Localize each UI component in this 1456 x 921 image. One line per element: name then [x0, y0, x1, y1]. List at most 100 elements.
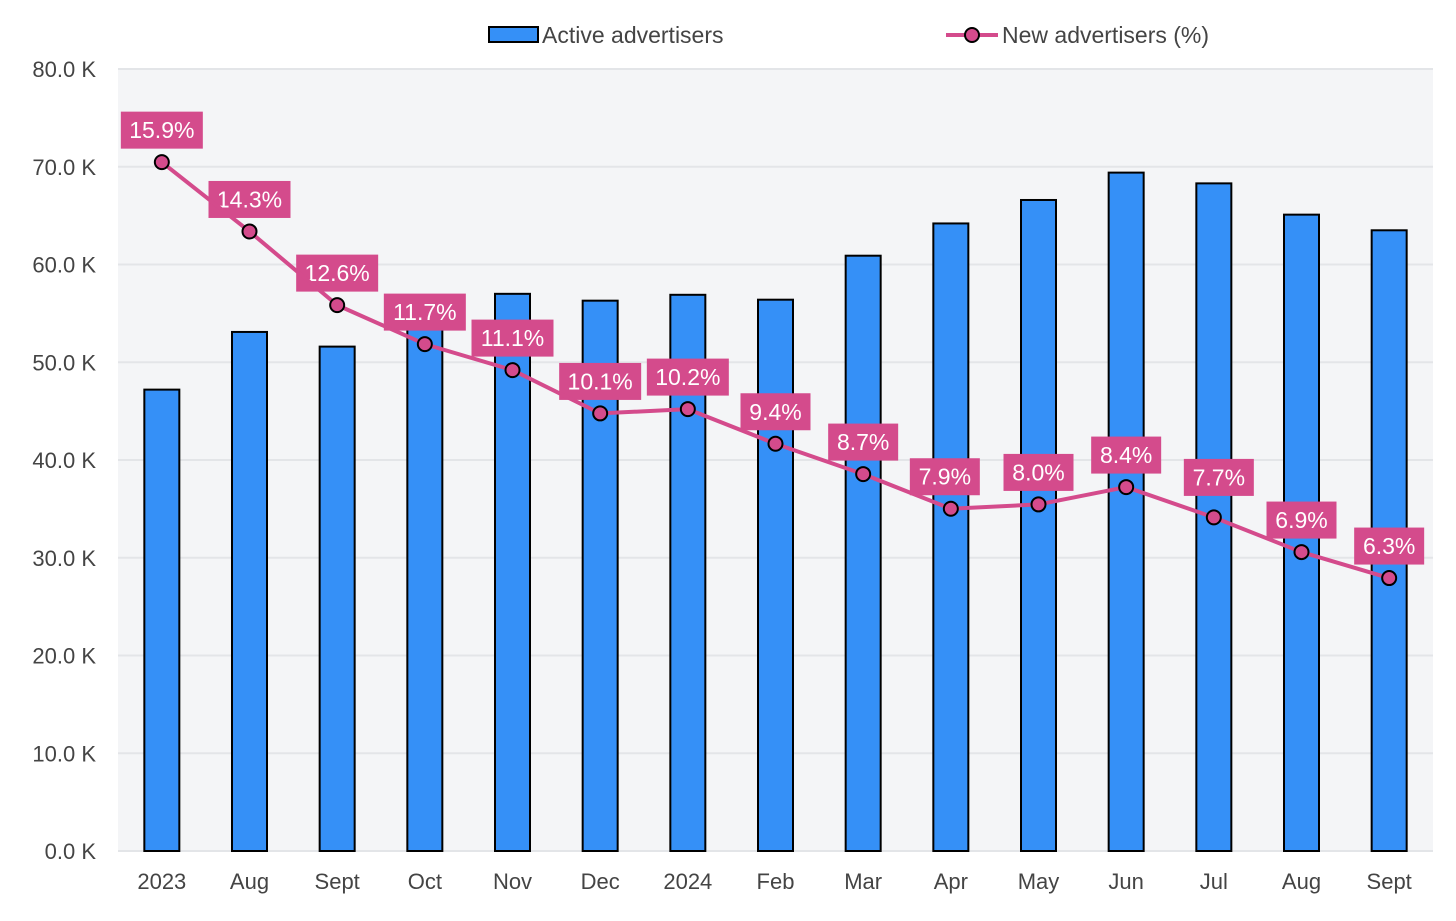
- line-point[interactable]: [329, 297, 346, 314]
- data-label-box: [740, 393, 811, 431]
- legend: Active advertisers New advertisers (%): [488, 22, 1209, 48]
- data-label-text: 11.1%: [481, 325, 545, 351]
- data-label-text: 7.7%: [1193, 464, 1245, 490]
- x-tick-label: Sept: [1367, 869, 1412, 894]
- line-point[interactable]: [1293, 544, 1310, 561]
- data-label-text: 15.9%: [129, 117, 194, 143]
- data-label: 9.4%: [740, 393, 811, 431]
- y-tick-label: 80.0 K: [32, 57, 96, 82]
- data-label: 8.0%: [1003, 453, 1074, 491]
- data-label-box: [828, 423, 899, 461]
- bar[interactable]: [1020, 198, 1057, 853]
- x-tick-label: May: [1018, 869, 1060, 894]
- data-label-text: 6.9%: [1275, 507, 1327, 533]
- legend-label-new-advertisers: New advertisers (%): [1002, 22, 1209, 48]
- x-tick-label: Nov: [493, 869, 532, 894]
- data-label-box: [909, 458, 980, 496]
- y-tick-label: 60.0 K: [32, 253, 96, 278]
- x-tick-label: Jun: [1108, 869, 1143, 894]
- data-label: 15.9%: [120, 111, 203, 149]
- data-label-text: 10.1%: [568, 368, 633, 394]
- data-labels: 15.9% 14.3% 12.6% 11.7% 11.1% 10.1% 10.2% 9.4% 8…: [120, 111, 1425, 565]
- x-tick-label: Feb: [757, 869, 795, 894]
- y-tick-label: 10.0 K: [32, 741, 96, 766]
- line-point[interactable]: [679, 401, 696, 418]
- data-label: 11.1%: [471, 319, 554, 357]
- data-label-text: 8.7%: [837, 429, 889, 455]
- line-point[interactable]: [416, 336, 433, 353]
- data-label-box: [471, 319, 554, 357]
- line-series: [153, 154, 1398, 587]
- bar[interactable]: [757, 298, 794, 852]
- y-tick-label: 20.0 K: [32, 644, 96, 669]
- bar[interactable]: [318, 345, 356, 852]
- data-label-text: 8.4%: [1100, 442, 1152, 468]
- y-tick-label: 70.0 K: [32, 155, 96, 180]
- data-label-text: 12.6%: [305, 260, 370, 286]
- data-label: 10.2%: [646, 358, 729, 396]
- data-label: 8.4%: [1091, 436, 1162, 474]
- line-point[interactable]: [1205, 509, 1222, 526]
- y-tick-label: 0.0 K: [45, 839, 97, 864]
- line-point[interactable]: [1118, 479, 1135, 496]
- x-tick-label: 2023: [137, 869, 186, 894]
- x-tick-label: Mar: [844, 869, 882, 894]
- data-label-box: [1091, 436, 1162, 474]
- data-label-box: [296, 254, 379, 292]
- x-tick-label: Oct: [408, 869, 442, 894]
- y-axis: 0.0 K 10.0 K 20.0 K 30.0 K 40.0 K 50.0 K 60.0 …: [32, 57, 96, 864]
- x-tick-label: Aug: [1282, 869, 1321, 894]
- data-label-box: [1183, 458, 1254, 496]
- legend-swatch-marker: [964, 27, 980, 43]
- line-point[interactable]: [855, 466, 872, 483]
- data-label-text: 14.3%: [217, 186, 282, 212]
- data-label: 8.7%: [828, 423, 899, 461]
- x-tick-label: Jul: [1200, 869, 1228, 894]
- data-label-box: [559, 362, 642, 400]
- data-label: 12.6%: [296, 254, 379, 292]
- legend-item-active-advertisers[interactable]: Active advertisers: [488, 22, 724, 48]
- data-label-box: [120, 111, 203, 149]
- line-point[interactable]: [592, 405, 609, 422]
- line-point[interactable]: [241, 223, 258, 240]
- data-label-text: 8.0%: [1012, 459, 1064, 485]
- data-label: 11.7%: [383, 293, 466, 331]
- x-tick-label: 2024: [663, 869, 712, 894]
- y-tick-label: 30.0 K: [32, 546, 96, 571]
- data-label: 10.1%: [559, 362, 642, 400]
- bar-series: [143, 171, 1408, 853]
- data-label-box: [1003, 453, 1074, 491]
- line-point[interactable]: [1381, 570, 1398, 587]
- line-point[interactable]: [1030, 496, 1047, 513]
- x-tick-label: Sept: [315, 869, 360, 894]
- bar[interactable]: [1107, 171, 1145, 853]
- bar[interactable]: [143, 388, 181, 852]
- data-label-box: [383, 293, 466, 331]
- data-label: 7.7%: [1183, 458, 1254, 496]
- x-tick-label: Aug: [230, 869, 269, 894]
- legend-label-active-advertisers: Active advertisers: [542, 22, 724, 48]
- bar[interactable]: [844, 254, 882, 852]
- x-tick-label: Apr: [934, 869, 968, 894]
- data-label-text: 6.3%: [1363, 533, 1415, 559]
- bar[interactable]: [406, 322, 444, 852]
- x-axis: 2023 Aug Sept Oct Nov Dec 2024 Feb Mar Apr May Jun J…: [137, 869, 1411, 894]
- bar[interactable]: [231, 330, 268, 852]
- line-point[interactable]: [942, 500, 959, 517]
- data-label-box: [646, 358, 729, 396]
- data-label-text: 7.9%: [919, 464, 971, 490]
- legend-item-new-advertisers[interactable]: New advertisers (%): [946, 22, 1209, 48]
- data-label: 14.3%: [208, 180, 291, 218]
- bar[interactable]: [932, 222, 970, 852]
- line-point[interactable]: [767, 435, 784, 452]
- line-point[interactable]: [153, 154, 170, 171]
- data-label-text: 10.2%: [655, 364, 720, 390]
- data-label-box: [1354, 527, 1425, 565]
- data-label: 6.3%: [1354, 527, 1425, 565]
- data-label: 7.9%: [909, 458, 980, 496]
- bar[interactable]: [494, 292, 531, 852]
- data-label-text: 11.7%: [393, 299, 457, 325]
- line-point[interactable]: [504, 362, 521, 379]
- data-label: 6.9%: [1266, 501, 1337, 539]
